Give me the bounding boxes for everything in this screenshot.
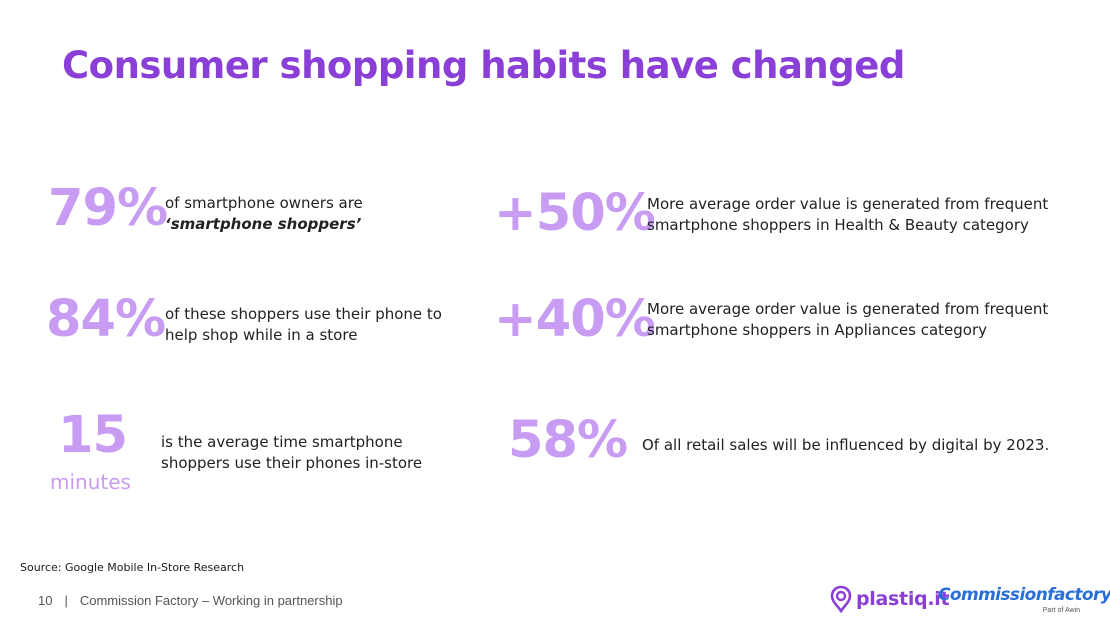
stat-description-line: smartphone shoppers in Appliances catego… [647, 321, 988, 339]
stat-description-minutes-in-store: is the average time smartphone shoppers … [161, 432, 422, 474]
plastiq-logo: plastiq.it [830, 584, 950, 614]
footer-text: Commission Factory – Working in partners… [79, 593, 343, 608]
stat-description-line: More average order value is generated fr… [647, 195, 1049, 213]
slide-footer: 10 | Commission Factory – Working in partn… [38, 593, 343, 608]
stat-description-appliances-aov: More average order value is generated fr… [647, 299, 1048, 341]
commissionfactory-wordmark: Commissionfactory [938, 585, 1110, 605]
stat-description-in-store-phone-use: of these shoppers use their phone to hel… [165, 304, 442, 346]
stat-description-line: is the average time smartphone [161, 433, 403, 451]
stat-description-health-beauty-aov: More average order value is generated fr… [647, 194, 1048, 236]
stat-description-line: help shop while in a store [165, 326, 358, 344]
stat-value-health-beauty-aov: +50% [494, 184, 656, 243]
stat-description-line: shoppers use their phones in-store [161, 454, 423, 472]
stat-description-line: of smartphone owners are [165, 194, 363, 212]
commissionfactory-subtext: Part of Awin [1042, 607, 1080, 614]
stat-unit-minutes: minutes [50, 470, 131, 494]
commissionfactory-logo: Commissionfactory Part of Awin [938, 585, 1110, 619]
stat-description-line: smartphone shoppers in Health & Beauty c… [647, 216, 1029, 234]
stat-description-line: More average order value is generated fr… [647, 300, 1049, 318]
page-number: 10 [38, 593, 53, 608]
plastiq-wordmark: plastiq.it [856, 588, 950, 610]
plastiq-pin-icon [830, 585, 852, 613]
stat-description-digital-influenced-sales: Of all retail sales will be influenced b… [642, 435, 1049, 456]
stat-description-line: Of all retail sales will be influenced b… [642, 436, 1050, 454]
stat-value-digital-influenced-sales: 58% [508, 411, 628, 470]
stat-value-minutes-in-store: 15 [58, 406, 128, 465]
stat-value-in-store-phone-use: 84% [46, 290, 166, 349]
footer-separator: | [64, 593, 68, 608]
source-citation: Source: Google Mobile In-Store Research [20, 561, 245, 574]
stat-value-appliances-aov: +40% [494, 290, 656, 349]
stat-description-emphasis: ‘smartphone shoppers’ [165, 215, 362, 233]
slide-title: Consumer shopping habits have changed [62, 44, 905, 87]
stat-description-line: of these shoppers use their phone to [165, 305, 442, 323]
stat-value-smartphone-shoppers: 79% [48, 179, 168, 238]
stat-description-smartphone-shoppers: of smartphone owners are ‘smartphone sho… [165, 193, 363, 235]
